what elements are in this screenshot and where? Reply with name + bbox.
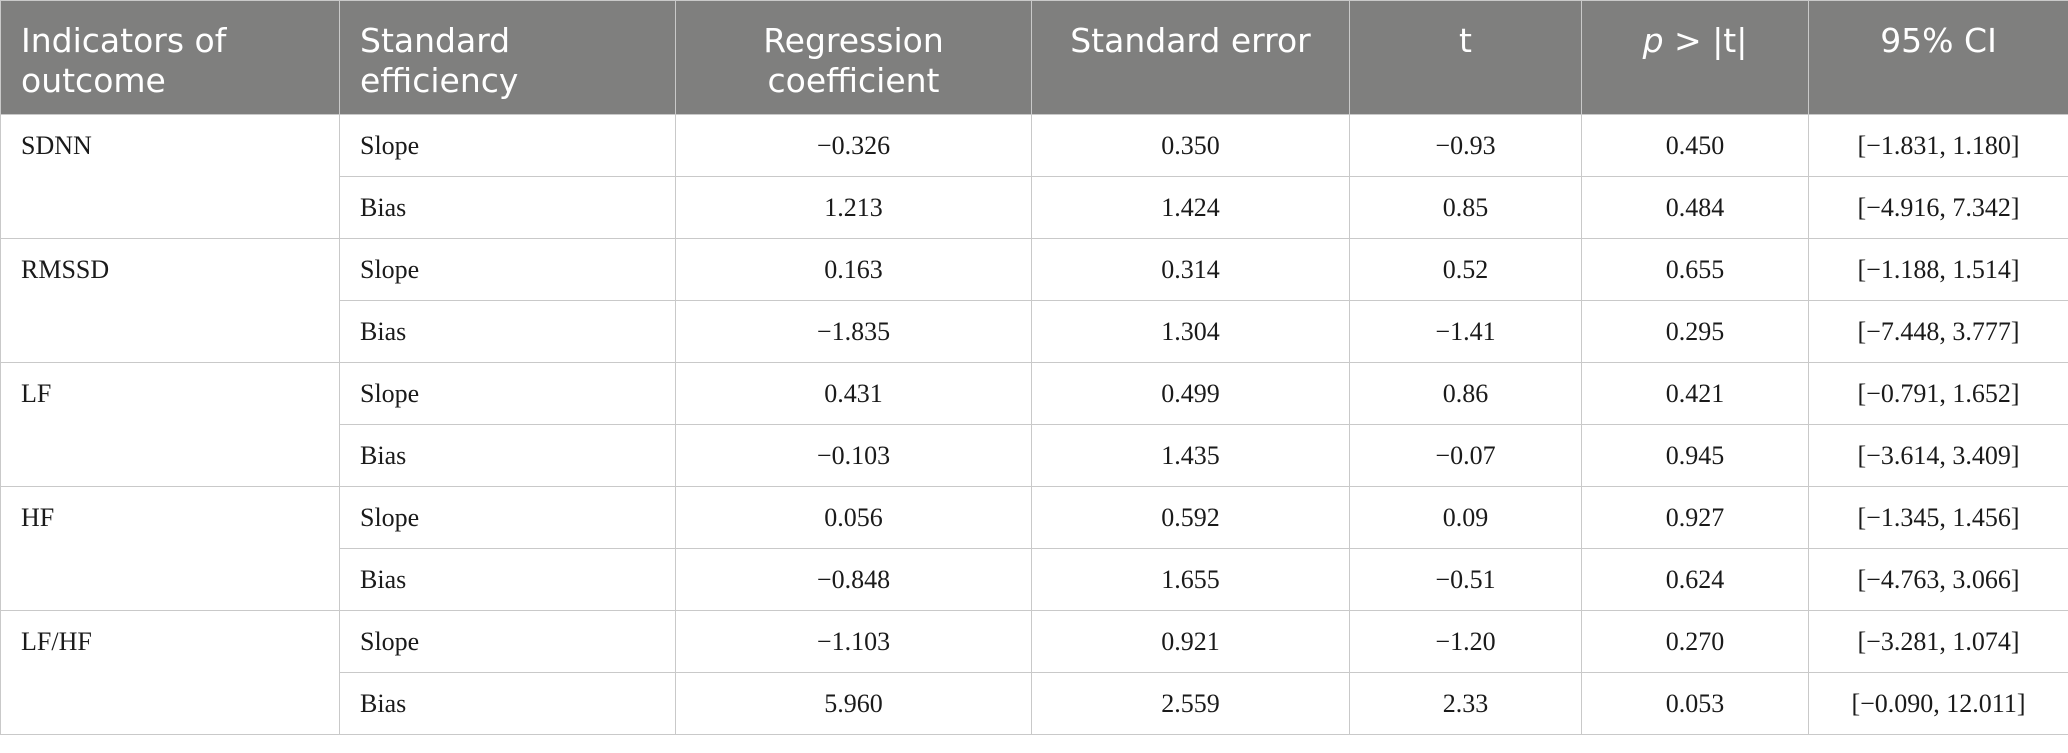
header-indicator: Indicators of outcome: [0, 0, 340, 115]
t-cell: 0.52: [1349, 238, 1582, 301]
std-error-cell: 0.592: [1031, 486, 1350, 549]
header-p-symbol: p: [1642, 21, 1664, 60]
coefficient-cell: −0.848: [675, 548, 1032, 611]
std-error-cell: 0.314: [1031, 238, 1350, 301]
std-error-cell: 0.350: [1031, 114, 1350, 177]
header-p: p > |t|: [1581, 0, 1809, 115]
table-row: LF Slope 0.431 0.499 0.86 0.421 [−0.791,…: [0, 362, 2068, 487]
efficiency-cell: Bias: [339, 424, 676, 487]
std-error-cell: 1.435: [1031, 424, 1350, 487]
header-row: Indicators of outcome Standard efficienc…: [0, 0, 2068, 115]
p-cell: 0.945: [1581, 424, 1809, 487]
ci-cell: [−3.281, 1.074]: [1808, 610, 2068, 673]
t-cell: −0.07: [1349, 424, 1582, 487]
coefficient-cell: −0.326: [675, 114, 1032, 177]
efficiency-cell: Bias: [339, 548, 676, 611]
coefficient-cell: 1.213: [675, 176, 1032, 239]
indicator-cell: LF: [0, 362, 340, 487]
std-error-cell: 0.499: [1031, 362, 1350, 425]
ci-cell: [−1.831, 1.180]: [1808, 114, 2068, 177]
efficiency-cell: Slope: [339, 114, 676, 177]
table-row: SDNN Slope −0.326 0.350 −0.93 0.450 [−1.…: [0, 114, 2068, 239]
p-cell: 0.484: [1581, 176, 1809, 239]
efficiency-cell: Slope: [339, 362, 676, 425]
table-row: Bias −1.835 1.304 −1.41 0.295 [−7.448, 3…: [1, 300, 2068, 363]
coefficient-cell: −1.103: [675, 610, 1032, 673]
table-row: LF/HF Slope −1.103 0.921 −1.20 0.270 [−3…: [0, 610, 2068, 735]
table-row: RMSSD Slope 0.163 0.314 0.52 0.655 [−1.1…: [0, 238, 2068, 363]
p-cell: 0.624: [1581, 548, 1809, 611]
regression-table: Indicators of outcome Standard efficienc…: [0, 0, 2068, 735]
std-error-cell: 2.559: [1031, 672, 1350, 735]
coefficient-cell: −1.835: [675, 300, 1032, 363]
ci-cell: [−4.916, 7.342]: [1808, 176, 2068, 239]
t-cell: 0.86: [1349, 362, 1582, 425]
table-row: Bias 5.960 2.559 2.33 0.053 [−0.090, 12.…: [1, 672, 2068, 735]
indicator-cell: HF: [0, 486, 340, 611]
header-std-error: Standard error: [1031, 0, 1350, 115]
efficiency-cell: Bias: [339, 300, 676, 363]
efficiency-cell: Bias: [339, 176, 676, 239]
ci-cell: [−1.345, 1.456]: [1808, 486, 2068, 549]
std-error-cell: 0.921: [1031, 610, 1350, 673]
ci-cell: [−3.614, 3.409]: [1808, 424, 2068, 487]
header-p-text: > |t|: [1663, 21, 1748, 60]
header-efficiency: Standard efficiency: [339, 0, 676, 115]
t-cell: 0.85: [1349, 176, 1582, 239]
efficiency-cell: Slope: [339, 238, 676, 301]
coefficient-cell: 0.431: [675, 362, 1032, 425]
ci-cell: [−0.791, 1.652]: [1808, 362, 2068, 425]
p-cell: 0.295: [1581, 300, 1809, 363]
t-cell: 0.09: [1349, 486, 1582, 549]
table-row: Bias −0.103 1.435 −0.07 0.945 [−3.614, 3…: [1, 424, 2068, 487]
t-cell: −1.41: [1349, 300, 1582, 363]
t-cell: 2.33: [1349, 672, 1582, 735]
header-ci: 95% CI: [1808, 0, 2068, 115]
table-header: Indicators of outcome Standard efficienc…: [0, 0, 2068, 115]
t-cell: −0.93: [1349, 114, 1582, 177]
t-cell: −0.51: [1349, 548, 1582, 611]
coefficient-cell: −0.103: [675, 424, 1032, 487]
header-coefficient: Regression coefficient: [675, 0, 1032, 115]
indicator-cell: RMSSD: [0, 238, 340, 363]
p-cell: 0.421: [1581, 362, 1809, 425]
p-cell: 0.270: [1581, 610, 1809, 673]
std-error-cell: 1.655: [1031, 548, 1350, 611]
ci-cell: [−4.763, 3.066]: [1808, 548, 2068, 611]
table-body: SDNN Slope −0.326 0.350 −0.93 0.450 [−1.…: [0, 114, 2068, 735]
t-cell: −1.20: [1349, 610, 1582, 673]
p-cell: 0.927: [1581, 486, 1809, 549]
p-cell: 0.450: [1581, 114, 1809, 177]
coefficient-cell: 5.960: [675, 672, 1032, 735]
std-error-cell: 1.304: [1031, 300, 1350, 363]
efficiency-cell: Bias: [339, 672, 676, 735]
indicator-cell: LF/HF: [0, 610, 340, 735]
coefficient-cell: 0.056: [675, 486, 1032, 549]
efficiency-cell: Slope: [339, 486, 676, 549]
ci-cell: [−0.090, 12.011]: [1808, 672, 2068, 735]
table-row: Bias −0.848 1.655 −0.51 0.624 [−4.763, 3…: [1, 548, 2068, 611]
indicator-cell: SDNN: [0, 114, 340, 239]
std-error-cell: 1.424: [1031, 176, 1350, 239]
ci-cell: [−7.448, 3.777]: [1808, 300, 2068, 363]
ci-cell: [−1.188, 1.514]: [1808, 238, 2068, 301]
header-t: t: [1349, 0, 1582, 115]
table-row: HF Slope 0.056 0.592 0.09 0.927 [−1.345,…: [0, 486, 2068, 611]
p-cell: 0.655: [1581, 238, 1809, 301]
coefficient-cell: 0.163: [675, 238, 1032, 301]
p-cell: 0.053: [1581, 672, 1809, 735]
efficiency-cell: Slope: [339, 610, 676, 673]
